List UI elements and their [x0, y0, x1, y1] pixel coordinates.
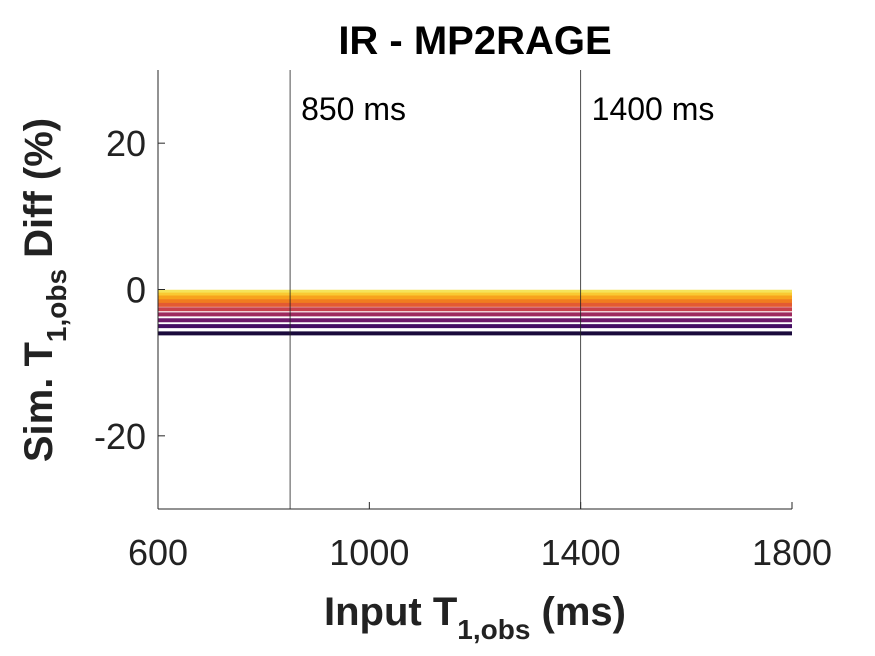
x-axis-label-main: Input T — [324, 590, 457, 634]
x-tick-label: 1000 — [329, 532, 409, 573]
vline-label-850: 850 ms — [301, 91, 406, 127]
y-axis-label: Sim. T1,obs Diff (%) — [17, 118, 72, 462]
x-axis-label: Input T1,obs (ms) — [324, 590, 626, 645]
y-axis-label-sub: 1,obs — [41, 269, 72, 342]
x-axis-label-sub: 1,obs — [457, 614, 530, 645]
x-tick-label: 1800 — [752, 532, 832, 573]
chart-title: IR - MP2RAGE — [338, 19, 611, 63]
y-tick-label: 20 — [106, 123, 146, 164]
x-tick-label: 1400 — [541, 532, 621, 573]
x-axis-label-unit: (ms) — [530, 590, 626, 634]
y-axis-ticks: -20 0 20 — [94, 123, 165, 457]
y-axis-label-pre: Sim. T — [17, 342, 61, 462]
y-axis-label-post: Diff (%) — [17, 118, 61, 269]
x-tick-label: 600 — [128, 532, 188, 573]
plot-area: 850 ms 1400 ms — [157, 70, 792, 510]
vline-label-1400: 1400 ms — [592, 91, 715, 127]
y-tick-label: 0 — [126, 270, 146, 311]
x-axis-ticks: 600 1000 1400 1800 — [128, 502, 832, 573]
y-tick-label: -20 — [94, 416, 146, 457]
